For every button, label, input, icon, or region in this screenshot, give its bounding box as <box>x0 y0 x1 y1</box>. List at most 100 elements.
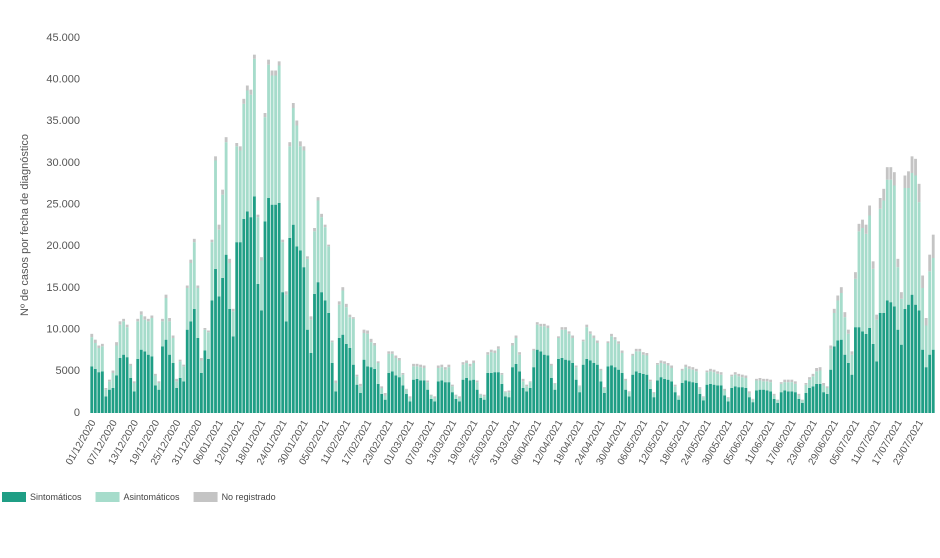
bar-segment <box>751 402 755 413</box>
bar-segment <box>627 396 631 413</box>
bar-segment <box>719 385 723 413</box>
bar-segment <box>511 367 514 413</box>
bar-segment <box>90 366 94 413</box>
bar-segment <box>348 348 352 413</box>
bar-segment <box>825 393 829 413</box>
bar-segment <box>606 343 610 367</box>
bar-segment <box>705 384 709 413</box>
bar-segment <box>436 365 440 368</box>
bar-segment <box>716 385 719 413</box>
bar-segment <box>443 369 447 383</box>
bar-segment <box>535 322 539 325</box>
bar-segment <box>306 256 309 259</box>
bar-segment <box>394 355 398 358</box>
bar-segment <box>182 366 186 382</box>
bar-segment <box>504 391 507 393</box>
bar-segment <box>511 343 514 346</box>
bar-segment <box>327 246 331 313</box>
bar-segment <box>673 386 677 393</box>
bar-segment <box>910 156 914 173</box>
y-tick-label: 40.000 <box>46 74 80 86</box>
bar-segment <box>454 394 458 396</box>
bar-segment <box>161 318 164 322</box>
bar-segment <box>419 380 422 413</box>
bar-segment <box>528 388 532 413</box>
bar-segment <box>861 228 864 332</box>
bar-segment <box>405 388 408 390</box>
bar-segment <box>468 380 472 413</box>
bar-segment <box>698 387 702 389</box>
y-tick-label: 0 <box>74 407 80 419</box>
bar-segment <box>634 348 638 352</box>
bar-segment <box>797 395 801 399</box>
bar-segment <box>832 346 836 413</box>
bar-segment <box>641 373 645 413</box>
bar-segment <box>182 364 186 367</box>
bar-segment <box>185 285 189 288</box>
bar-segment <box>670 365 674 368</box>
bar-segment <box>401 385 405 413</box>
bar-segment <box>390 353 394 372</box>
bar-segment <box>458 396 461 398</box>
bar-segment <box>412 366 415 380</box>
bar-segment <box>716 371 719 374</box>
bar-segment <box>161 321 164 347</box>
bar-segment <box>740 377 744 388</box>
bar-segment <box>390 351 394 354</box>
bar-segment <box>203 329 207 351</box>
bar-segment <box>291 103 295 108</box>
bar-segment <box>758 389 762 413</box>
bar-segment <box>578 392 582 413</box>
bar-segment <box>507 397 511 413</box>
bar-segment <box>164 294 168 298</box>
bar-segment <box>465 360 468 363</box>
bar-segment <box>599 381 603 413</box>
bar-segment <box>171 363 175 413</box>
bar-segment <box>680 383 684 413</box>
bar-segment <box>617 343 620 370</box>
bar-segment <box>868 205 872 216</box>
bar-segment <box>772 395 776 399</box>
bar-segment <box>779 383 783 393</box>
bar-segment <box>581 339 585 342</box>
bar-segment <box>793 381 797 384</box>
bar-segment <box>288 142 292 147</box>
bar-segment <box>769 391 773 413</box>
bar-segment <box>93 339 97 343</box>
bar-segment <box>673 392 677 413</box>
bar-segment <box>822 383 826 386</box>
bar-segment <box>716 373 719 386</box>
bar-segment <box>171 335 175 338</box>
bar-segment <box>235 143 239 147</box>
bar-segment <box>634 351 638 372</box>
bar-segment <box>373 343 377 346</box>
bar-segment <box>595 343 599 365</box>
bar-segment <box>557 338 560 359</box>
bar-segment <box>447 367 451 383</box>
bar-segment <box>192 238 196 243</box>
bar-segment <box>136 321 140 359</box>
bar-segment <box>521 388 525 413</box>
bar-segment <box>468 366 472 381</box>
bar-segment <box>776 399 780 401</box>
bar-segment <box>157 381 161 383</box>
bar-segment <box>680 368 684 371</box>
bar-segment <box>726 401 730 413</box>
bar-segment <box>196 338 200 413</box>
bar-segment <box>903 188 907 309</box>
bar-segment <box>585 324 589 328</box>
bar-segment <box>479 394 483 398</box>
bar-segment <box>344 307 348 344</box>
bar-segment <box>118 324 122 358</box>
bar-segment <box>415 363 419 367</box>
bar-segment <box>815 371 818 384</box>
bar-segment <box>818 370 822 384</box>
bar-segment <box>408 396 412 398</box>
bar-segment <box>323 227 327 301</box>
bar-segment <box>387 353 391 373</box>
bar-segment <box>921 349 925 413</box>
bar-segment <box>854 272 857 279</box>
bar-segment <box>405 389 408 394</box>
bar-segment <box>801 400 804 403</box>
bar-segment <box>267 59 270 65</box>
